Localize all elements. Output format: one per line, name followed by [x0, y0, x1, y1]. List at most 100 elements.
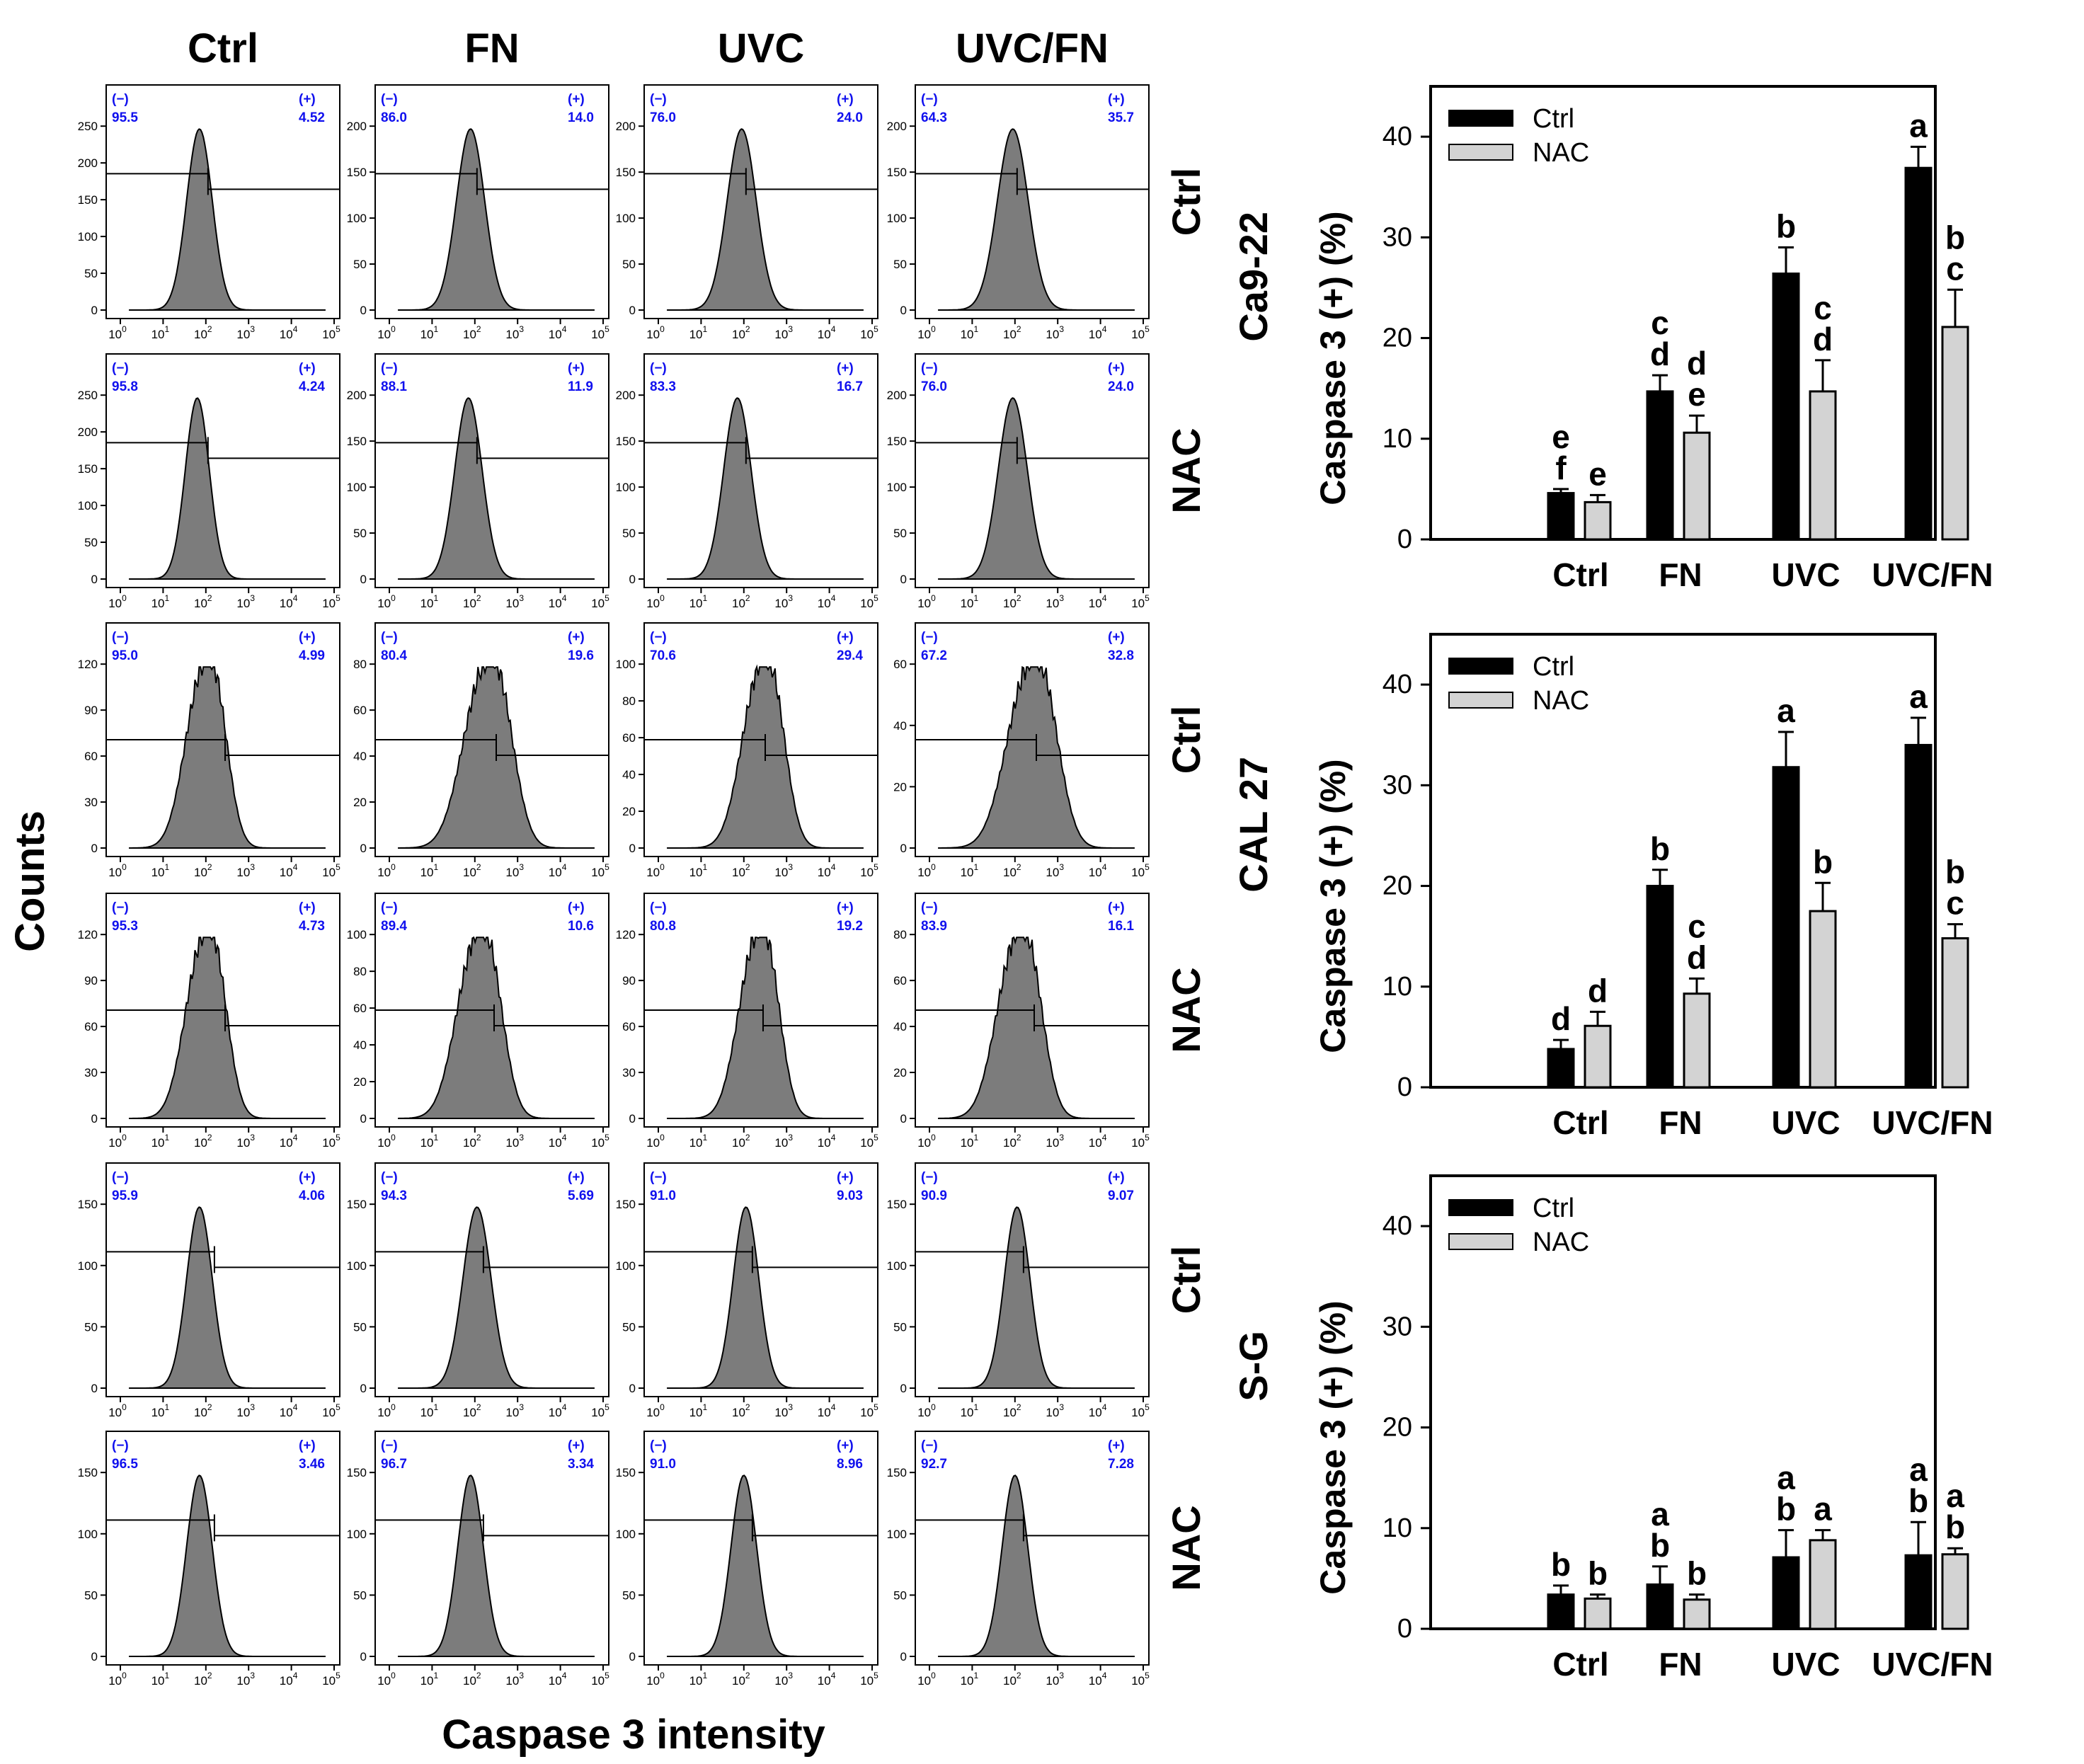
x-tick-exponent: 5	[1145, 1133, 1150, 1142]
x-tick-exponent: 5	[874, 593, 878, 603]
x-tick-exponent: 5	[605, 593, 609, 603]
y-tick-label: 100	[78, 1528, 98, 1541]
category-label: UVC	[1771, 1104, 1840, 1141]
significance-letter: b	[1945, 854, 1965, 890]
x-tick-exponent: 2	[476, 1402, 481, 1412]
x-tick-exponent: 4	[1102, 1133, 1107, 1142]
significance-letter: b	[1650, 830, 1670, 867]
x-tick-exponent: 0	[931, 1133, 936, 1142]
y-tick-label: 0	[91, 1382, 98, 1395]
x-tick-exponent: 3	[788, 324, 793, 334]
positive-percent: 3.46	[299, 1457, 325, 1472]
y-tick-label: 100	[347, 212, 367, 225]
bar	[1683, 431, 1711, 541]
x-tick-label: 102	[194, 1671, 212, 1688]
x-tick-exponent: 4	[1102, 324, 1107, 334]
y-tick-label: 150	[78, 1198, 98, 1211]
cell-line-label: Ca9-22	[1231, 212, 1276, 342]
x-tick-exponent: 5	[874, 862, 878, 872]
x-tick-exponent: 1	[165, 324, 170, 334]
x-tick-label: 103	[505, 1133, 524, 1150]
y-tick-label: 200	[616, 389, 636, 402]
y-tick-label: 100	[887, 481, 907, 494]
y-tick-label: 0	[1397, 1072, 1412, 1102]
negative-percent: 95.8	[112, 379, 138, 394]
x-tick-exponent: 1	[703, 593, 708, 603]
x-tick-label: 100	[646, 593, 665, 610]
gate-negative-label: (−)	[381, 1170, 398, 1185]
y-tick-label: 30	[1382, 1312, 1412, 1341]
x-tick-exponent: 4	[831, 862, 836, 872]
histogram-curve	[129, 128, 326, 311]
x-tick-exponent: 5	[336, 1133, 340, 1142]
x-tick-label: 102	[463, 1133, 481, 1150]
x-tick-label: 101	[961, 593, 979, 610]
positive-percent: 16.7	[837, 379, 863, 394]
category-label: UVC/FN	[1872, 1104, 1993, 1141]
y-axis-label: Caspase 3 (+) (%)	[1313, 211, 1353, 505]
negative-percent: 96.5	[112, 1457, 138, 1472]
negative-percent: 90.9	[921, 1189, 947, 1203]
x-tick-exponent: 2	[476, 324, 481, 334]
x-tick-label: 102	[1003, 324, 1021, 341]
significance-letter: b	[1945, 1508, 1965, 1545]
x-tick-label: 101	[689, 324, 708, 341]
row-treatment-label: NAC	[1164, 967, 1208, 1053]
x-tick-exponent: 0	[122, 324, 127, 334]
y-tick-label: 150	[616, 1198, 636, 1211]
significance-letter: a	[1909, 678, 1928, 715]
negative-percent: 95.9	[112, 1189, 138, 1203]
y-tick-label: 80	[353, 965, 367, 978]
positive-percent: 32.8	[1108, 648, 1134, 663]
x-tick-label: 103	[236, 1671, 255, 1688]
negative-percent: 64.3	[921, 110, 947, 125]
x-tick-label: 100	[377, 324, 396, 341]
x-tick-exponent: 0	[122, 862, 127, 872]
x-tick-exponent: 0	[122, 1671, 127, 1680]
x-tick-label: 102	[732, 862, 750, 879]
positive-percent: 9.03	[837, 1189, 863, 1203]
x-tick-label: 104	[549, 1133, 567, 1150]
category-label: UVC/FN	[1872, 556, 1993, 593]
x-tick-label: 105	[322, 1133, 340, 1150]
histogram-curve	[667, 1474, 864, 1657]
x-tick-exponent: 4	[293, 593, 298, 603]
x-tick-exponent: 1	[703, 1402, 708, 1412]
x-tick-exponent: 5	[1145, 324, 1150, 334]
x-tick-label: 101	[689, 1402, 708, 1419]
gate-negative-label: (−)	[381, 92, 398, 107]
significance-letter: a	[1814, 1491, 1832, 1528]
category-label: UVC	[1771, 1646, 1840, 1683]
histogram-curve	[938, 936, 1135, 1119]
y-tick-label: 60	[622, 731, 636, 745]
x-tick-exponent: 3	[519, 862, 524, 872]
x-tick-exponent: 1	[974, 1402, 979, 1412]
histogram-curve	[938, 1206, 1135, 1389]
gate-negative-label: (−)	[650, 92, 667, 107]
x-tick-exponent: 4	[293, 1402, 298, 1412]
bar	[1683, 992, 1711, 1089]
x-tick-exponent: 0	[122, 1133, 127, 1142]
negative-percent: 91.0	[650, 1189, 676, 1203]
column-header: Ctrl	[188, 25, 258, 71]
y-tick-label: 0	[629, 304, 636, 317]
y-tick-label: 120	[616, 928, 636, 941]
y-tick-label: 20	[353, 796, 367, 809]
x-tick-label: 105	[1131, 1402, 1150, 1419]
x-tick-exponent: 0	[122, 1402, 127, 1412]
x-tick-exponent: 2	[207, 1402, 212, 1412]
negative-percent: 76.0	[921, 379, 947, 394]
bar	[1772, 766, 1800, 1089]
gate-negative-label: (−)	[381, 1438, 398, 1453]
x-tick-label: 103	[236, 862, 255, 879]
x-tick-label: 102	[463, 1671, 481, 1688]
y-tick-label: 200	[616, 120, 636, 133]
x-tick-exponent: 0	[931, 1671, 936, 1680]
y-tick-label: 50	[84, 536, 98, 549]
x-tick-label: 104	[1089, 1133, 1107, 1150]
positive-percent: 7.28	[1108, 1457, 1134, 1472]
x-tick-label: 103	[1046, 593, 1064, 610]
